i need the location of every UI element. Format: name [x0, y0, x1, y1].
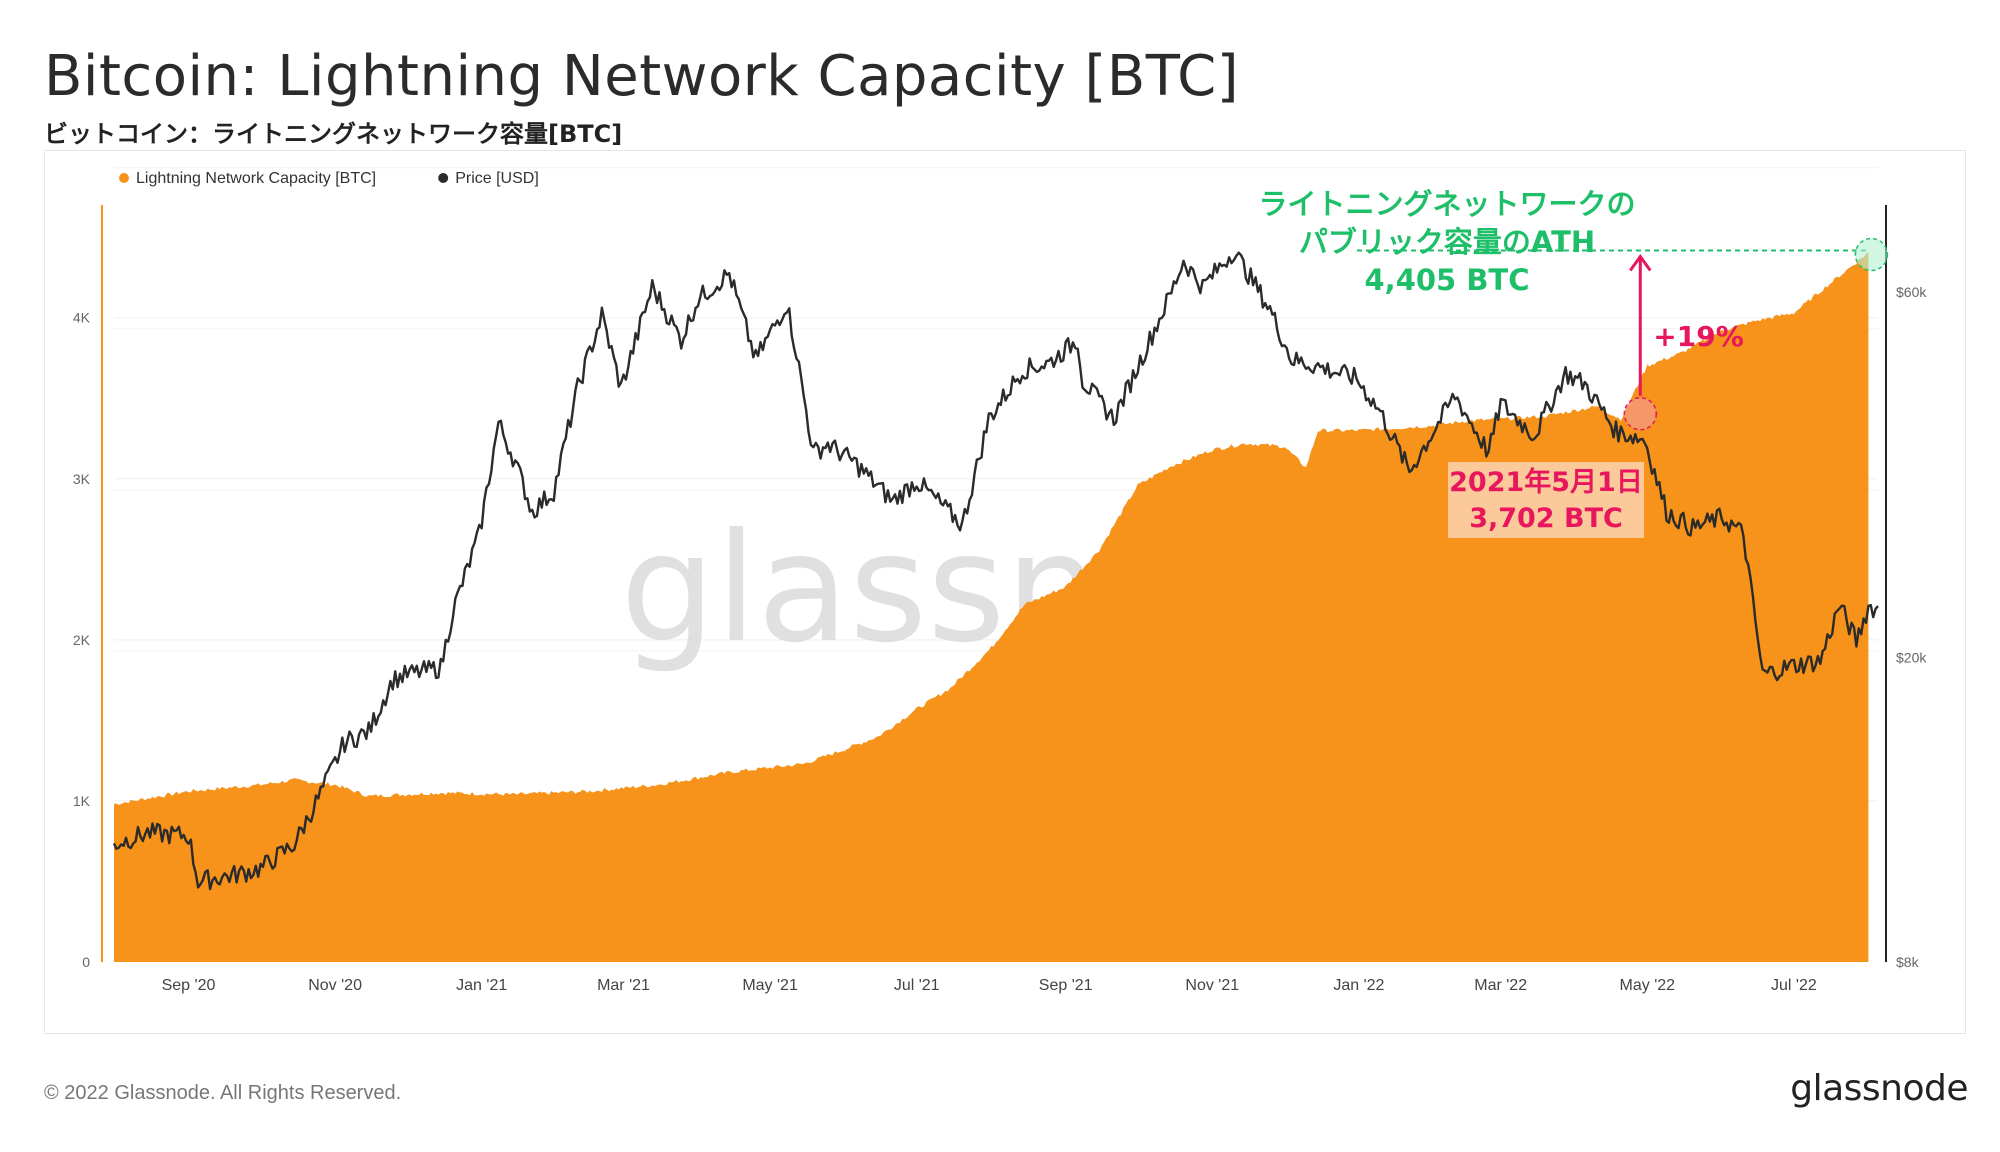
- x-tick-label: Nov '20: [308, 977, 362, 994]
- legend-label: Price [USD]: [455, 170, 539, 187]
- x-tick-label: Nov '21: [1185, 977, 1239, 994]
- right-tick-label: $8k: [1896, 954, 1920, 970]
- x-tick-label: May '22: [1620, 977, 1676, 994]
- change-arrow-head: [1629, 253, 1652, 272]
- left-tick-label: 1K: [73, 793, 91, 809]
- x-tick-label: Mar '21: [597, 977, 650, 994]
- left-tick-label: 3K: [73, 471, 91, 487]
- copyright-text: © 2022 Glassnode. All Rights Reserved.: [44, 1082, 402, 1104]
- ath-annotation-text: 4,405 BTC: [1365, 263, 1530, 297]
- right-tick-label: $20k: [1896, 649, 1927, 665]
- page-subtitle: ビットコイン：ライトニングネットワーク容量[BTC]: [44, 120, 623, 148]
- left-tick-label: 0: [82, 954, 90, 970]
- legend-dot: [119, 173, 129, 183]
- x-tick-label: Sep '21: [1039, 977, 1093, 994]
- price-line: [112, 251, 1879, 891]
- x-tick-label: Jul '21: [894, 977, 940, 994]
- x-tick-label: Jul '22: [1771, 977, 1817, 994]
- legend-label: Lightning Network Capacity [BTC]: [136, 170, 376, 187]
- may-annotation-text: 2021年5月1日: [1449, 466, 1643, 498]
- x-tick-label: May '21: [742, 977, 798, 994]
- right-tick-label: $60k: [1896, 284, 1927, 300]
- ath-marker: [1854, 237, 1889, 272]
- chart-panel: [44, 150, 1966, 1034]
- left-tick-label: 4K: [73, 310, 91, 326]
- may-annotation-box: [1448, 462, 1644, 538]
- x-tick-label: Sep '20: [162, 977, 216, 994]
- x-tick-label: Mar '22: [1474, 977, 1527, 994]
- ath-annotation-text: ライトニングネットワークの: [1258, 187, 1635, 221]
- legend-dot: [438, 173, 449, 183]
- may-marker: [1623, 396, 1658, 431]
- glassnode-logo[interactable]: glassnode: [1790, 1068, 1968, 1109]
- change-percent-text: +19%: [1653, 320, 1743, 353]
- capacity-area: [114, 251, 1869, 963]
- x-tick-label: Jan '22: [1333, 977, 1384, 994]
- left-tick-label: 2K: [73, 632, 91, 648]
- may-annotation-text: 3,702 BTC: [1469, 503, 1623, 534]
- x-tick-label: Jan '21: [456, 977, 507, 994]
- page-title: Bitcoin: Lightning Network Capacity [BTC…: [44, 44, 1240, 109]
- ath-annotation-text: パブリック容量のATH: [1299, 225, 1595, 259]
